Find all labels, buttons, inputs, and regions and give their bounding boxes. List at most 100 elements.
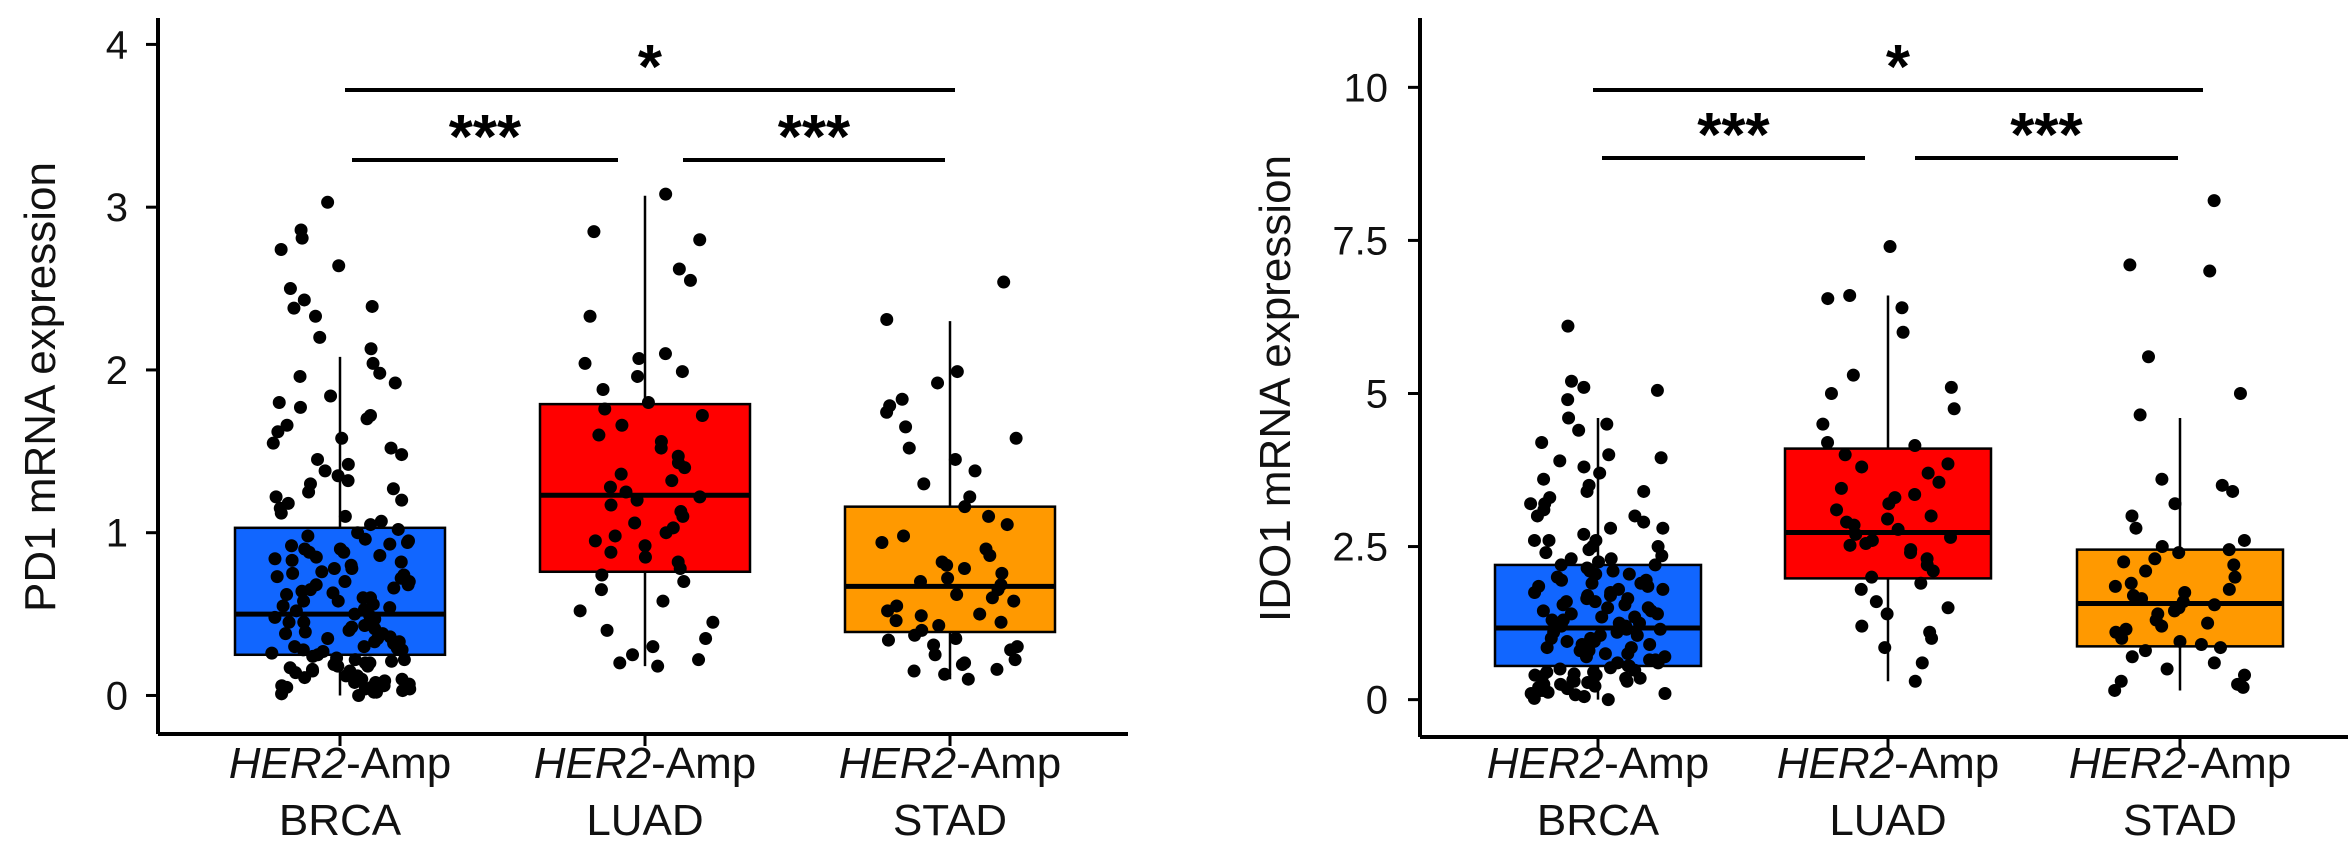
data-point [1925, 631, 1939, 645]
data-point [1601, 601, 1615, 615]
data-point [619, 485, 633, 499]
data-point [1535, 435, 1549, 449]
y-tick-label: 0 [1366, 679, 1388, 723]
data-point [2213, 641, 2227, 655]
data-point [1880, 607, 1894, 621]
data-point [280, 418, 294, 432]
data-point [598, 402, 612, 416]
data-point [348, 607, 362, 621]
x-tick-label-cancer: STAD [893, 796, 1007, 845]
gene-suffix: -Amp [1894, 739, 1999, 788]
data-point [1588, 595, 1602, 609]
data-point [269, 490, 283, 504]
data-point [961, 672, 975, 686]
data-point [678, 461, 692, 475]
data-point [2133, 408, 2147, 422]
y-tick-label: 0 [106, 674, 128, 718]
data-point [1602, 448, 1616, 462]
data-point [1643, 638, 1657, 652]
data-point [1840, 515, 1854, 529]
data-point [594, 583, 608, 597]
data-point [1830, 503, 1844, 517]
data-point [326, 586, 340, 600]
data-point [303, 583, 317, 597]
data-point [268, 552, 282, 566]
box-group-stad [2075, 194, 2285, 697]
data-point [321, 195, 335, 209]
data-point [395, 672, 409, 686]
data-point [338, 509, 352, 523]
data-point [348, 675, 362, 689]
data-point [1567, 667, 1581, 681]
data-point [357, 640, 371, 654]
data-point [374, 514, 388, 528]
data-point [266, 436, 280, 450]
x-tick-label-gene: HER2-Amp [1487, 739, 1710, 788]
data-point [1536, 604, 1550, 618]
x-tick-label-cancer: LUAD [1829, 796, 1946, 845]
data-point [2226, 484, 2240, 498]
data-point [595, 568, 609, 582]
gene-suffix: -Amp [346, 739, 451, 788]
data-point [1855, 619, 1869, 633]
data-point [1628, 610, 1642, 624]
data-point [1630, 628, 1644, 642]
gene-suffix: -Amp [2186, 739, 2291, 788]
y-tick-label: 5 [1366, 372, 1388, 416]
data-point [1541, 685, 1555, 699]
data-point [897, 529, 911, 543]
data-point [927, 638, 941, 652]
data-point [683, 273, 697, 287]
data-point [2108, 579, 2122, 593]
data-point [948, 452, 962, 466]
data-point [2207, 598, 2221, 612]
data-point [285, 539, 299, 553]
data-point [985, 591, 999, 605]
data-point [673, 562, 687, 576]
data-point [1622, 567, 1636, 581]
data-point [1581, 675, 1595, 689]
data-point [2114, 674, 2128, 688]
data-point [2222, 543, 2236, 557]
data-point [983, 548, 997, 562]
data-point [654, 441, 668, 455]
data-point [297, 594, 311, 608]
data-point [1555, 573, 1569, 587]
data-point [395, 448, 409, 462]
gene-suffix: -Amp [1604, 739, 1709, 788]
data-point [638, 539, 652, 553]
data-point [1914, 576, 1928, 590]
data-point [1641, 579, 1655, 593]
data-point [1007, 594, 1021, 608]
data-point [364, 342, 378, 356]
data-point [889, 614, 903, 628]
data-point [279, 627, 293, 641]
data-point [600, 623, 614, 637]
data-point [392, 635, 406, 649]
data-point [1624, 641, 1638, 655]
data-point [360, 412, 374, 426]
data-point [880, 312, 894, 326]
data-point [1539, 546, 1553, 560]
data-point [383, 601, 397, 615]
data-point [1843, 538, 1857, 552]
data-point [695, 409, 709, 423]
data-point [387, 581, 401, 595]
data-point [1843, 289, 1857, 303]
data-point [1628, 663, 1642, 677]
data-point [386, 482, 400, 496]
data-point [573, 604, 587, 618]
data-point [285, 553, 299, 567]
data-point [615, 418, 629, 432]
data-point [272, 395, 286, 409]
data-point [957, 562, 971, 576]
data-point [1855, 460, 1869, 474]
data-point [318, 464, 332, 478]
data-point [1553, 662, 1567, 676]
data-point [2160, 662, 2174, 676]
data-point [295, 231, 309, 245]
x-tick-label-gene: HER2-Amp [2069, 739, 2292, 788]
data-point [1650, 607, 1664, 621]
y-tick-label: 1 [106, 512, 128, 556]
